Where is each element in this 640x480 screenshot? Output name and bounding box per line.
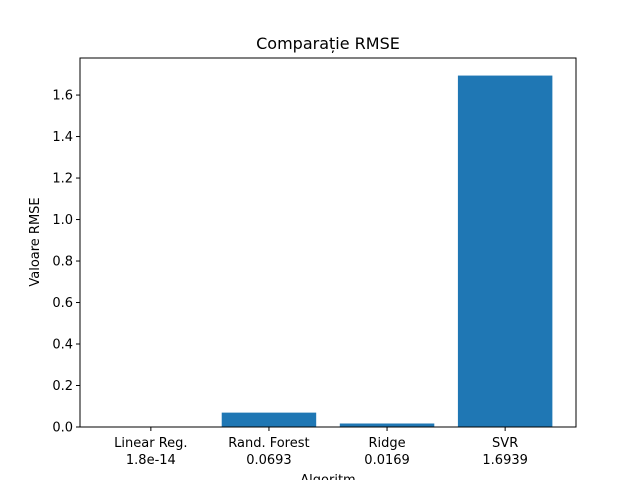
y-tick-label: 0.0 [52,421,73,436]
chart-title: Comparație RMSE [256,34,400,53]
y-tick-label: 0.2 [52,379,73,394]
bar [457,75,553,427]
y-tick-label: 1.0 [52,213,73,228]
y-tick-label: 0.8 [52,255,73,270]
y-axis-label: Valoare RMSE [28,197,43,286]
x-tick-value: 1.6939 [482,453,528,468]
bar [339,423,435,427]
bar [221,412,317,427]
x-tick-label: Rand. Forest [228,436,309,451]
x-tick-value: 0.0169 [364,453,410,468]
y-tick-label: 0.4 [52,338,73,353]
y-tick-label: 1.4 [52,130,73,145]
x-axis-label: Algoritm [300,473,355,480]
x-tick-value: 1.8e-14 [126,453,176,468]
y-tick-label: 1.2 [52,172,73,187]
y-tick-label: 1.6 [52,89,73,104]
x-tick-label: Ridge [368,436,405,451]
y-tick-label: 0.6 [52,296,73,311]
plot-frame [79,57,577,428]
x-tick-label: Linear Reg. [114,436,187,451]
x-tick-label: SVR [492,436,518,451]
x-tick-value: 0.0693 [246,453,292,468]
